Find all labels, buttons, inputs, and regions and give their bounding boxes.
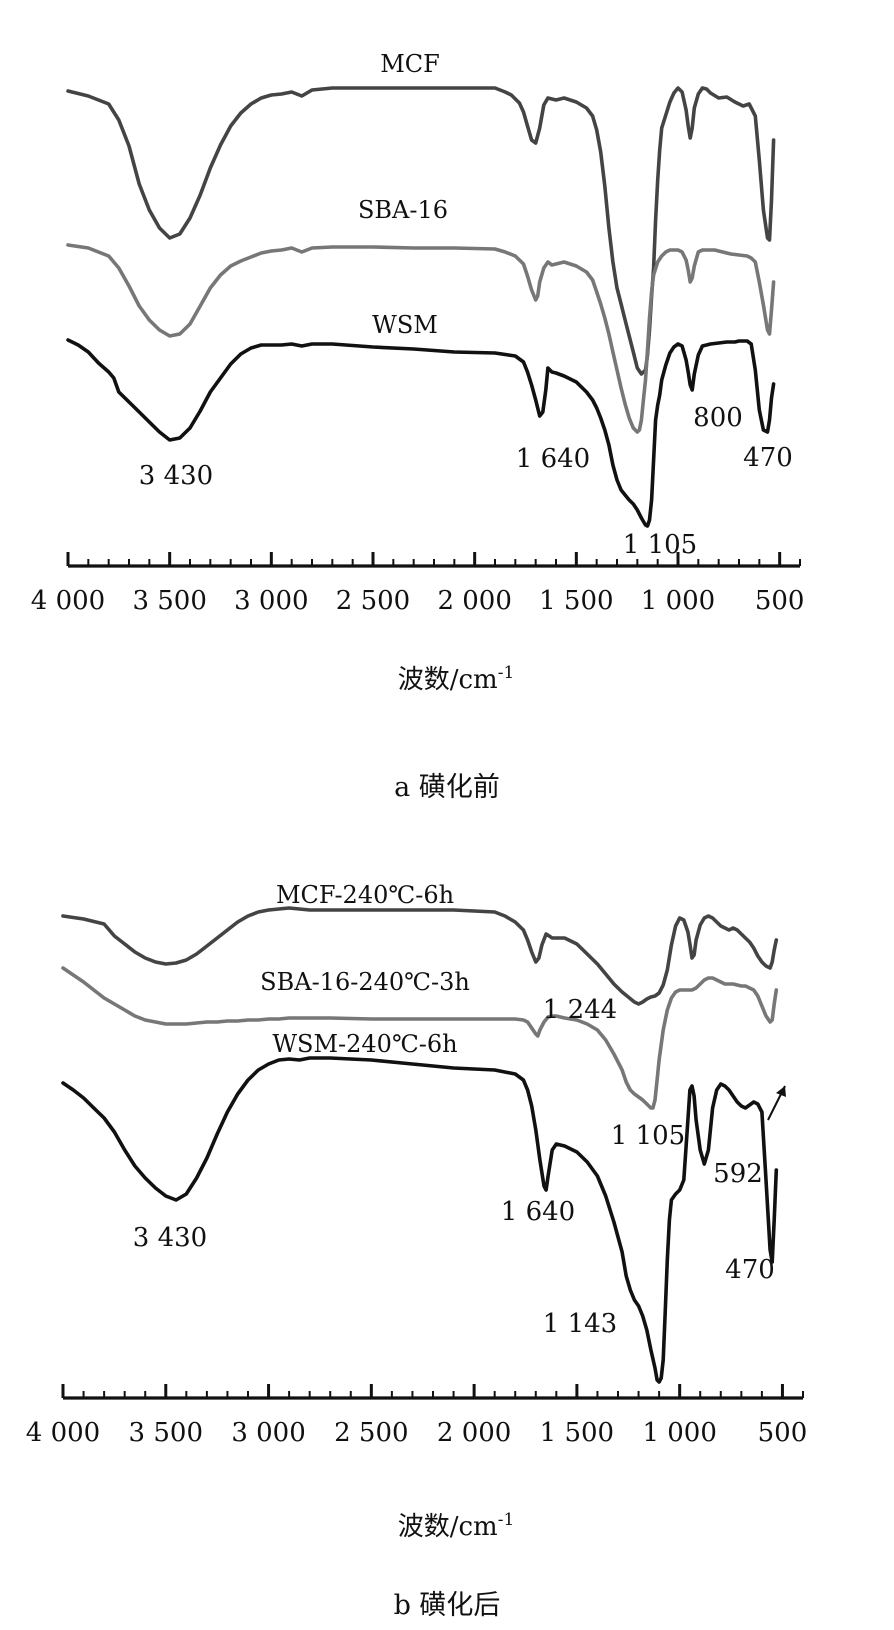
panel-a-curves	[66, 86, 776, 528]
peak-annotation: 3 430	[133, 1223, 207, 1253]
peak-annotation: 1 244	[543, 995, 617, 1025]
panel-a-x-axis-title: 波数/cm-1	[398, 663, 515, 695]
series-label: MCF	[380, 50, 440, 78]
x-tick-label: 1 500	[539, 586, 613, 616]
peak-annotation: 592	[713, 1159, 763, 1189]
panel-b-tick-labels: 4 000 3 500 3 000 2 500 2 000 1 500 1 000 500	[26, 1418, 807, 1448]
series-line-sba-16	[66, 243, 776, 434]
peak-annotation: 470	[725, 1255, 775, 1285]
series-line-sba-16-240-3h	[61, 966, 779, 1110]
panel-b-caption: b 磺化后	[394, 1590, 501, 1621]
panel-b-series-labels: MCF-240℃-6h SBA-16-240℃-3h WSM-240℃-6h	[260, 881, 470, 1058]
x-tick-label: 4 000	[26, 1418, 100, 1448]
series-label: SBA-16	[358, 196, 448, 224]
x-tick-label: 1 500	[540, 1418, 614, 1448]
panel-a-series-labels: MCF SBA-16 WSM	[358, 50, 448, 339]
x-tick-label: 3 000	[234, 586, 308, 616]
series-line-wsm	[66, 338, 776, 528]
peak-annotation: 1 143	[543, 1309, 617, 1339]
panel-b-x-axis-title: 波数/cm-1	[398, 1510, 515, 1542]
x-tick-label: 1 000	[641, 586, 715, 616]
panel-b-curves	[61, 906, 779, 1384]
panel-a-tick-labels: 4 000 3 500 3 000 2 500 2 000 1 500 1 000 500	[31, 586, 805, 616]
panel-b: MCF-240℃-6h SBA-16-240℃-3h WSM-240℃-6h 3 4…	[26, 881, 807, 1621]
panel-a-x-axis	[66, 552, 801, 568]
x-tick-label: 4 000	[31, 586, 105, 616]
panel-b-x-axis	[61, 1384, 804, 1400]
series-line-mcf-240-6h	[61, 906, 779, 1006]
series-label: WSM-240℃-6h	[272, 1030, 457, 1058]
peak-annotation: 3 430	[139, 461, 213, 491]
x-tick-label: 500	[758, 1418, 808, 1448]
x-tick-label: 2 000	[437, 1418, 511, 1448]
series-label: WSM	[372, 311, 438, 339]
x-tick-label: 1 000	[642, 1418, 716, 1448]
x-tick-label: 3 500	[129, 1418, 203, 1448]
series-label: MCF-240℃-6h	[276, 881, 454, 909]
x-tick-label: 3 000	[231, 1418, 305, 1448]
x-tick-label: 500	[755, 586, 805, 616]
series-label: SBA-16-240℃-3h	[260, 968, 470, 996]
x-tick-label: 2 500	[334, 1418, 408, 1448]
x-tick-label: 2 500	[336, 586, 410, 616]
peak-annotation: 1 640	[501, 1197, 575, 1227]
peak-annotation: 1 105	[611, 1121, 685, 1151]
peak-annotation: 800	[693, 403, 743, 433]
peak-annotation: 470	[743, 443, 793, 473]
panel-a-caption: a 磺化前	[394, 772, 500, 803]
peak-annotation: 1 640	[516, 444, 590, 474]
series-line-mcf	[66, 86, 776, 376]
series-line-wsm-240-6h	[61, 1056, 779, 1384]
arrow-592-head	[776, 1086, 786, 1097]
x-tick-label: 3 500	[132, 586, 206, 616]
panel-b-annotations: 3 430 1 640 1 244 1 105 1 143 592 470	[133, 995, 775, 1339]
peak-annotation: 1 105	[623, 530, 697, 560]
x-tick-label: 2 000	[437, 586, 511, 616]
